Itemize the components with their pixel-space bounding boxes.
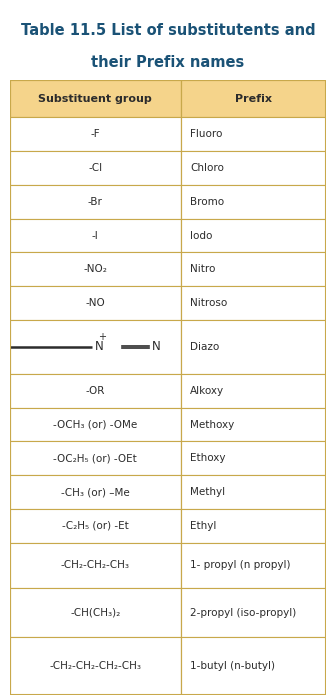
Bar [10,320,181,374]
Text: -NO₂: -NO₂ [83,265,107,274]
Bar [181,588,326,637]
Text: -F: -F [90,129,100,140]
Text: -OR: -OR [86,386,105,396]
Bar [181,320,326,374]
Text: -OC₂H₅ (or) -OEt: -OC₂H₅ (or) -OEt [53,453,137,463]
Bar [10,117,181,151]
Bar [181,542,326,588]
Bar [10,80,181,117]
Text: -CH₂-CH₂-CH₂-CH₃: -CH₂-CH₂-CH₂-CH₃ [49,661,141,671]
Text: -C₂H₅ (or) -Et: -C₂H₅ (or) -Et [62,521,129,530]
Bar [181,408,326,441]
Bar [10,151,181,185]
Text: -I: -I [92,230,99,241]
Text: -Br: -Br [88,197,103,207]
Text: Table 11.5 List of substitutents and: Table 11.5 List of substitutents and [21,23,315,38]
Bar [10,185,181,218]
Bar [181,253,326,286]
Text: Diazo: Diazo [190,342,219,352]
Text: -Cl: -Cl [88,163,102,173]
Bar [10,408,181,441]
Bar [181,441,326,475]
Bar [10,588,181,637]
Text: -OCH₃ (or) -OMe: -OCH₃ (or) -OMe [53,419,137,429]
Text: Alkoxy: Alkoxy [190,386,224,396]
Bar [181,286,326,320]
Text: Nitroso: Nitroso [190,298,227,308]
Bar [10,286,181,320]
Text: N: N [95,341,104,353]
Text: -CH₃ (or) –Me: -CH₃ (or) –Me [61,487,130,497]
Bar [181,80,326,117]
Bar [10,509,181,542]
Bar [181,218,326,253]
Text: Substituent group: Substituent group [39,94,152,104]
Bar [181,637,326,695]
Bar [181,117,326,151]
Bar [10,441,181,475]
Text: Prefix: Prefix [235,94,272,104]
Bar [10,374,181,408]
Bar [10,637,181,695]
Bar [10,218,181,253]
Bar [10,475,181,509]
Text: Fluoro: Fluoro [190,129,222,140]
Bar [181,475,326,509]
Bar [10,253,181,286]
Bar [181,185,326,218]
Text: 2-propyl (iso-propyl): 2-propyl (iso-propyl) [190,608,296,618]
Bar [181,151,326,185]
Text: Ethyl: Ethyl [190,521,216,530]
Bar [10,542,181,588]
Text: 1-butyl (n-butyl): 1-butyl (n-butyl) [190,661,275,671]
Text: Nitro: Nitro [190,265,215,274]
Text: -CH(CH₃)₂: -CH(CH₃)₂ [70,608,121,618]
Text: +: + [98,332,106,343]
Text: 1- propyl (n propyl): 1- propyl (n propyl) [190,560,291,570]
Text: -CH₂-CH₂-CH₃: -CH₂-CH₂-CH₃ [61,560,130,570]
Text: Iodo: Iodo [190,230,212,241]
Text: Methoxy: Methoxy [190,419,234,429]
Text: Methyl: Methyl [190,487,225,497]
Text: Bromo: Bromo [190,197,224,207]
Bar [181,374,326,408]
Text: their Prefix names: their Prefix names [91,55,245,70]
Text: N: N [152,341,161,353]
Text: -NO: -NO [85,298,105,308]
Bar [181,509,326,542]
Text: Ethoxy: Ethoxy [190,453,225,463]
Text: Chloro: Chloro [190,163,224,173]
